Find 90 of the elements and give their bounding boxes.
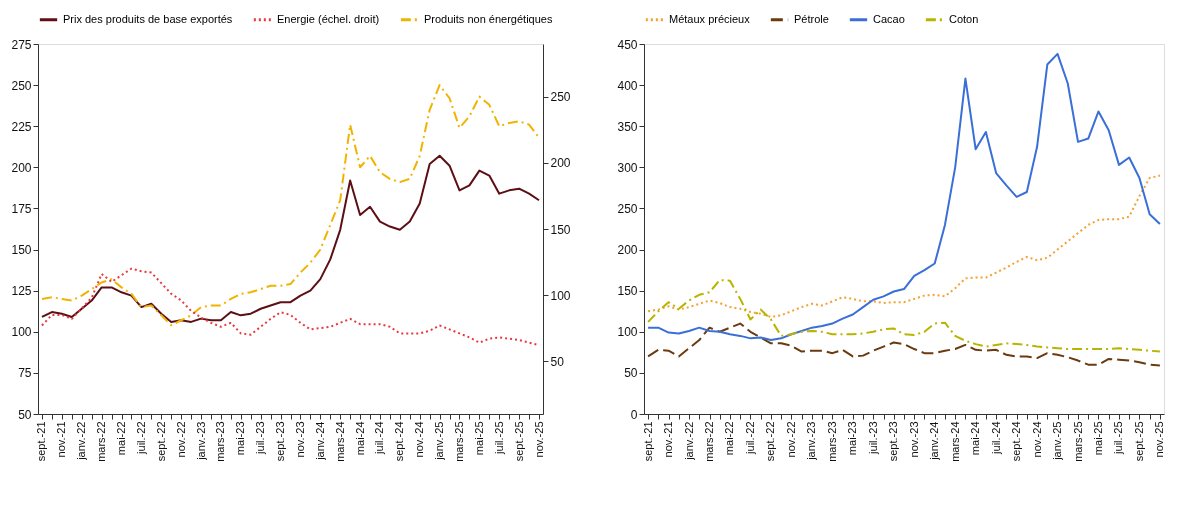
x-tick-label: juil.-24 xyxy=(373,421,386,455)
x-tick-label: mai-22 xyxy=(115,421,127,456)
x-tick-label: janv.-24 xyxy=(928,421,941,461)
x-tick-label: mai-23 xyxy=(846,421,859,456)
x-tick-label: sept.-25 xyxy=(512,421,525,462)
legend-label: Produits non énergétiques xyxy=(424,12,553,25)
y2-tick-label: 250 xyxy=(550,90,571,105)
x-tick-label: mars-22 xyxy=(95,421,108,462)
x-tick-label: nov.-23 xyxy=(907,421,920,458)
x-tick-label: mars-22 xyxy=(703,421,716,462)
x-tick-label: janv.-23 xyxy=(194,421,207,461)
legend-label: Cacao xyxy=(873,12,905,25)
y-tick-label: 150 xyxy=(11,243,32,258)
x-tick-label: sept.-23 xyxy=(274,421,287,462)
x-tick-label: sept.-22 xyxy=(764,421,777,462)
legend-label: Energie (échel. droit) xyxy=(277,12,380,25)
x-tick-label: janv.-23 xyxy=(805,421,818,461)
x-tick-label: sept.-21 xyxy=(641,421,654,462)
x-tick-label: janv.-22 xyxy=(682,421,695,461)
y-tick-label: 125 xyxy=(11,284,32,299)
x-tick-label: janv.-22 xyxy=(75,421,88,461)
y-tick-label: 75 xyxy=(18,366,32,381)
x-tick-label: sept.-24 xyxy=(1010,421,1023,462)
x-tick-label: juil.-22 xyxy=(743,421,756,455)
x-tick-label: mars-23 xyxy=(825,421,838,462)
x-tick-label: mars-25 xyxy=(1071,421,1084,462)
x-tick-label: nov.-22 xyxy=(784,421,797,458)
x-tick-label: mars-25 xyxy=(453,421,465,462)
y-tick-label: 175 xyxy=(11,201,32,216)
x-tick-label: sept.-23 xyxy=(887,421,900,462)
y-tick-label: 150 xyxy=(617,284,638,299)
x-tick-label: mai-25 xyxy=(1091,421,1104,456)
x-tick-label: mai-24 xyxy=(353,421,366,456)
x-tick-label: juil.-23 xyxy=(866,421,879,455)
line-series xyxy=(647,174,1161,318)
x-tick-label: nov.-21 xyxy=(55,421,68,458)
line-series xyxy=(647,278,1161,353)
y-tick-label: 250 xyxy=(617,201,638,216)
x-tick-label: janv.-25 xyxy=(433,421,446,461)
legend-label: Pétrole xyxy=(794,12,829,25)
y-tick-label: 50 xyxy=(18,407,32,422)
x-tick-label: janv.-25 xyxy=(1051,421,1064,461)
legend-label: Coton xyxy=(949,12,979,25)
x-tick-label: mai-23 xyxy=(234,421,247,456)
x-tick-label: mai-22 xyxy=(723,421,736,456)
x-tick-label: mai-25 xyxy=(472,421,485,456)
y-tick-label: 400 xyxy=(617,78,638,93)
y-tick-label: 450 xyxy=(617,37,638,52)
x-tick-label: sept.-25 xyxy=(1132,421,1145,462)
x-tick-label: juil.-25 xyxy=(1112,421,1125,455)
x-tick-label: janv.-24 xyxy=(313,421,326,461)
x-tick-label: mars-23 xyxy=(214,421,227,462)
x-tick-label: juil.-23 xyxy=(254,421,267,455)
y2-tick-label: 200 xyxy=(550,156,571,171)
y-tick-label: 50 xyxy=(624,366,638,381)
x-tick-label: sept.-22 xyxy=(154,421,167,462)
y-tick-label: 225 xyxy=(11,119,32,134)
x-tick-label: nov.-22 xyxy=(174,421,187,458)
line-series xyxy=(40,84,541,327)
x-tick-label: nov.-24 xyxy=(1030,421,1043,458)
x-tick-label: juil.-22 xyxy=(134,421,147,455)
line-series xyxy=(40,154,541,323)
y2-tick-label: 150 xyxy=(550,222,571,237)
legend-label: Prix des produits de base exportés xyxy=(63,12,233,25)
x-tick-label: nov.-24 xyxy=(413,421,426,458)
line-series xyxy=(647,322,1161,367)
x-tick-label: mars-24 xyxy=(333,421,346,462)
x-tick-label: sept.-24 xyxy=(393,421,406,462)
y-tick-label: 200 xyxy=(11,160,32,175)
y2-tick-label: 100 xyxy=(550,288,571,303)
x-tick-label: juil.-25 xyxy=(492,421,505,455)
x-tick-label: mai-24 xyxy=(969,421,982,456)
y-tick-label: 100 xyxy=(617,325,638,340)
x-tick-label: sept.-21 xyxy=(35,421,48,462)
x-tick-label: nov.-23 xyxy=(293,421,306,458)
y2-tick-label: 50 xyxy=(550,354,565,369)
x-tick-label: nov.-21 xyxy=(662,421,675,458)
legend-label: Métaux précieux xyxy=(669,12,751,25)
y-tick-label: 0 xyxy=(630,407,638,422)
line-series xyxy=(647,52,1161,341)
x-tick-label: mars-24 xyxy=(948,421,961,462)
y-tick-label: 300 xyxy=(617,160,638,175)
x-tick-label: juil.-24 xyxy=(989,421,1002,455)
x-tick-label: nov.-25 xyxy=(532,421,545,458)
x-tick-label: nov.-25 xyxy=(1153,421,1166,458)
y-tick-label: 250 xyxy=(11,78,32,93)
y-tick-label: 350 xyxy=(617,119,638,134)
y-tick-label: 200 xyxy=(617,243,638,258)
y-tick-label: 275 xyxy=(11,37,32,52)
y-tick-label: 100 xyxy=(11,325,32,340)
